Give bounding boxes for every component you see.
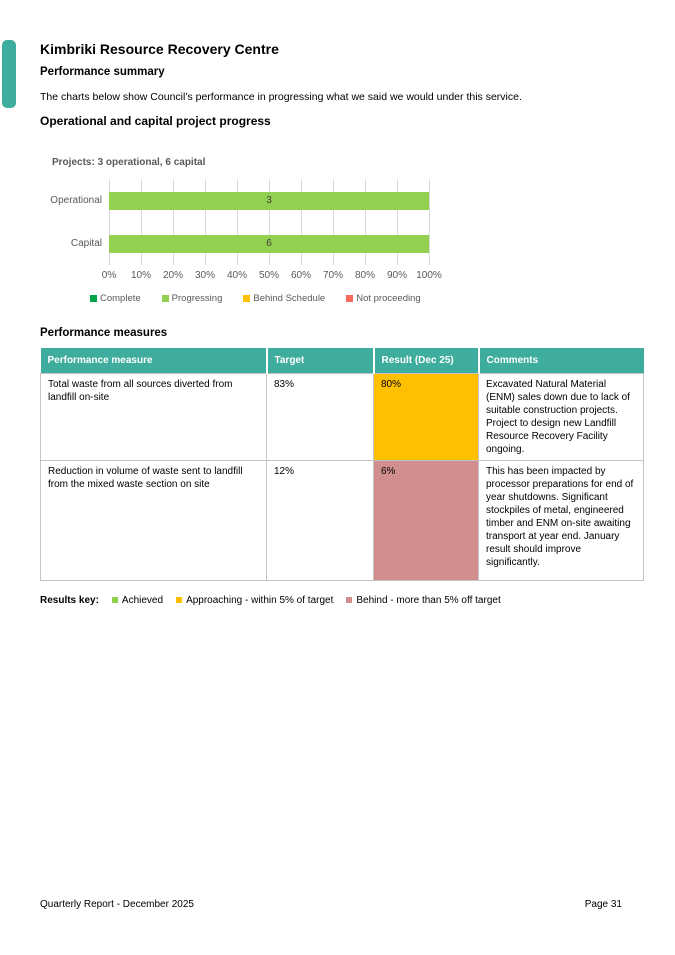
y-axis-label: Capital — [70, 238, 102, 249]
gridline — [301, 179, 302, 265]
progress-bar: 3 — [109, 191, 429, 210]
x-axis-tick: 70% — [322, 270, 344, 281]
legend-item: Behind Schedule — [243, 293, 325, 304]
project-progress-chart: Projects: 3 operational, 6 capital Opera… — [50, 157, 442, 304]
key-swatch — [176, 597, 183, 603]
x-axis-tick: 30% — [194, 270, 216, 281]
gridline — [333, 179, 334, 265]
key-item-label: Behind - more than 5% off target — [356, 594, 501, 606]
table-row: Reduction in volume of waste sent to lan… — [40, 459, 644, 581]
key-item-label: Approaching - within 5% of target — [186, 594, 334, 606]
chart-title: Projects: 3 operational, 6 capital — [52, 157, 206, 168]
x-axis-tick: 0% — [101, 270, 117, 281]
page-title: Kimbriki Resource Recovery Centre — [40, 41, 279, 57]
bar-row: 3 — [109, 179, 429, 222]
gridline — [173, 179, 174, 265]
header-comments: Comments — [477, 348, 644, 373]
legend-swatch — [346, 295, 354, 302]
comments-cell: Excavated Natural Material (ENM) sales d… — [478, 372, 644, 461]
chart-legend: Complete Progressing Behind Schedule Not pr… — [90, 293, 437, 304]
results-key-item: Behind - more than 5% off target — [346, 594, 501, 606]
header-performance-measure: Performance measure — [40, 348, 267, 373]
gridline — [237, 179, 238, 265]
results-key-item: Approaching - within 5% of target — [176, 595, 333, 606]
gridline — [429, 179, 430, 265]
comments-cell: This has been impacted by processor prep… — [478, 459, 644, 581]
result-cell: 6% — [373, 459, 479, 581]
key-item-label: Achieved — [121, 594, 164, 606]
target-cell: 12% — [266, 459, 374, 581]
key-swatch — [346, 597, 353, 603]
gridline — [205, 179, 206, 265]
legend-label: Complete — [100, 293, 141, 304]
result-cell: 80% — [373, 372, 479, 461]
x-axis-tick: 80% — [354, 270, 376, 281]
legend-swatch — [90, 295, 97, 302]
bar-value-label: 6 — [266, 238, 272, 249]
x-axis-tick: 10% — [130, 270, 152, 281]
gridline — [397, 179, 398, 265]
y-axis-labels: Operational Capital — [50, 179, 109, 265]
x-axis-tick: 100% — [416, 270, 442, 281]
performance-measures-heading: Performance measures — [40, 327, 168, 339]
page-footer: Quarterly Report - December 2025 Page 31 — [40, 899, 622, 910]
header-result: Result (Dec 25) — [372, 348, 479, 373]
legend-swatch — [243, 295, 251, 302]
bar-row: 6 — [109, 222, 429, 265]
project-progress-heading: Operational and capital project progress — [40, 114, 271, 128]
results-key-items: Achieved Approaching - within 5% of targe… — [111, 594, 501, 606]
results-key: Results key: Achieved Approaching - withi… — [40, 595, 643, 606]
legend-item: Progressing — [161, 293, 223, 304]
results-key-item: Achieved — [111, 594, 164, 606]
measure-cell: Reduction in volume of waste sent to lan… — [40, 459, 267, 581]
performance-summary-heading: Performance summary — [40, 66, 165, 78]
target-cell: 83% — [266, 372, 374, 461]
gridline — [141, 179, 142, 265]
x-axis: 0% 10% 20% 30% 40% 50% 60% 70% 80% 90% 100% — [102, 270, 442, 283]
header-target: Target — [265, 348, 374, 373]
accent-bar — [2, 40, 16, 108]
table-row: Total waste from all sources diverted fr… — [40, 372, 644, 461]
x-axis-tick: 50% — [258, 270, 280, 281]
y-axis-label: Operational — [50, 195, 102, 206]
legend-swatch — [161, 295, 169, 302]
legend-item: Complete — [90, 293, 141, 304]
legend-item: Not proceeding — [346, 293, 421, 304]
results-key-label: Results key: — [40, 594, 99, 606]
x-axis-tick: 60% — [290, 270, 312, 281]
performance-table: Performance measure Target Result (Dec 2… — [40, 348, 644, 581]
x-axis-tick: 40% — [226, 270, 248, 281]
bar-value-label: 3 — [266, 195, 272, 206]
key-swatch — [111, 597, 118, 603]
performance-table-body: Total waste from all sources diverted fr… — [40, 372, 644, 581]
progress-bar: 6 — [109, 234, 429, 253]
report-page: Kimbriki Resource Recovery Centre Perfor… — [40, 0, 644, 606]
footer-page-number: Page 31 — [584, 899, 622, 910]
measure-cell: Total waste from all sources diverted fr… — [40, 372, 267, 461]
footer-report-title: Quarterly Report - December 2025 — [40, 899, 194, 910]
table-header-row: Performance measure Target Result (Dec 2… — [40, 348, 644, 373]
legend-label: Progressing — [171, 293, 223, 304]
legend-label: Behind Schedule — [253, 293, 326, 304]
gridline — [109, 179, 110, 265]
x-axis-tick: 20% — [162, 270, 184, 281]
gridline — [365, 179, 366, 265]
legend-label: Not proceeding — [356, 293, 421, 304]
intro-text: The charts below show Council’s performa… — [40, 91, 522, 103]
x-axis-tick: 90% — [386, 270, 408, 281]
gridline — [269, 179, 270, 265]
